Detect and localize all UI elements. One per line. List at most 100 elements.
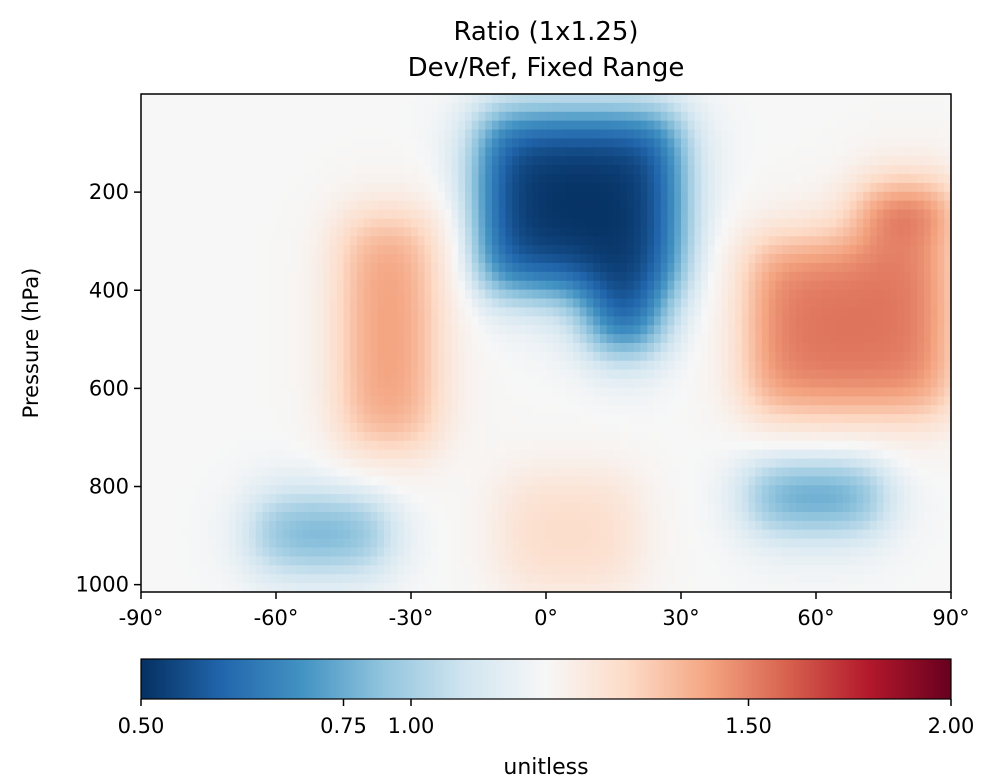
heatmap-cell [633,262,642,273]
heatmap-cell [289,405,297,415]
heatmap-cell [721,405,729,415]
heatmap-cell [552,271,561,282]
heatmap-cell [505,351,513,362]
heatmap-cell [910,423,918,433]
heatmap-cell [546,191,554,202]
heatmap-cell [512,387,520,397]
heatmap-cell [694,369,702,380]
heatmap-cell [350,316,358,326]
heatmap-cell [775,423,783,433]
heatmap-cell [701,191,709,202]
heatmap-cell [897,414,905,424]
heatmap-cell [809,343,817,353]
heatmap-cell [512,111,520,122]
heatmap-cell [525,307,534,317]
heatmap-cell [708,316,716,326]
heatmap-cell [903,334,912,344]
heatmap-cell [667,200,675,211]
heatmap-cell [654,271,662,282]
heatmap-cell [336,369,345,380]
heatmap-cell [627,147,635,157]
heatmap-cell [633,289,642,300]
heatmap-cell [492,271,500,282]
heatmap-cell [492,262,500,273]
heatmap-cell [613,351,621,362]
heatmap-cell [255,182,264,193]
heatmap-cell [431,369,439,380]
heatmap-cell [384,271,392,282]
heatmap-cell [404,129,412,140]
heatmap-cell [168,396,176,406]
heatmap-cell [600,369,608,380]
heatmap-cell [849,431,858,442]
heatmap-cell [829,254,837,264]
heatmap-cell [687,369,696,380]
heatmap-cell [485,280,493,291]
heatmap-cell [762,182,770,193]
heatmap-cell [525,138,534,148]
heatmap-cell [917,343,925,353]
heatmap-cell [681,111,689,122]
heatmap-cell [485,334,493,344]
heatmap-cell [370,396,378,406]
heatmap-cell [485,387,493,397]
heatmap-cell [228,138,237,148]
heatmap-cell [262,94,270,104]
heatmap-cell [242,165,250,175]
heatmap-cell [438,200,446,211]
heatmap-cell [424,369,432,380]
heatmap-cell [438,209,446,220]
heatmap-cell [404,378,412,389]
heatmap-cell [593,129,601,140]
heatmap-cell [336,120,345,131]
heatmap-cell [485,423,493,433]
heatmap-cell [512,325,520,335]
heatmap-cell [660,325,669,335]
heatmap-cell [708,387,716,397]
heatmap-cell [822,200,831,211]
heatmap-cell [903,111,912,122]
heatmap-cell [620,218,628,228]
heatmap-cell [343,245,351,255]
heatmap-cell [154,449,162,460]
heatmap-cell [532,325,540,335]
heatmap-cell [748,343,756,353]
heatmap-cell [701,227,709,237]
heatmap-cell [714,254,723,264]
heatmap-cell [228,458,237,469]
heatmap-cell [775,298,783,309]
heatmap-cell [303,200,311,211]
heatmap-cell [519,369,527,380]
heatmap-cell [606,334,615,344]
heatmap-cell [876,102,885,113]
heatmap-cell [404,227,412,237]
heatmap-cell [519,307,527,317]
heatmap-cell [674,147,682,157]
heatmap-cell [755,440,763,451]
heatmap-cell [343,165,351,175]
heatmap-cell [903,102,912,113]
heatmap-cell [289,138,297,148]
heatmap-cell [721,102,729,113]
heatmap-cell [532,236,540,246]
heatmap-cell [451,147,459,157]
heatmap-cell [627,396,635,406]
heatmap-cell [228,182,237,193]
heatmap-cell [579,236,588,246]
heatmap-cell [600,387,608,397]
heatmap-cell [208,431,216,442]
heatmap-cell [667,351,675,362]
heatmap-cell [600,174,608,184]
heatmap-cell [849,423,858,433]
heatmap-cell [789,102,797,113]
heatmap-cell [822,218,831,228]
heatmap-cell [660,254,669,264]
heatmap-cell [789,254,797,264]
heatmap-cell [600,289,608,300]
heatmap-cell [498,316,507,326]
heatmap-cell [363,191,372,202]
heatmap-cell [397,191,405,202]
heatmap-cell [438,307,446,317]
heatmap-cell [613,191,621,202]
heatmap-cell [849,191,858,202]
